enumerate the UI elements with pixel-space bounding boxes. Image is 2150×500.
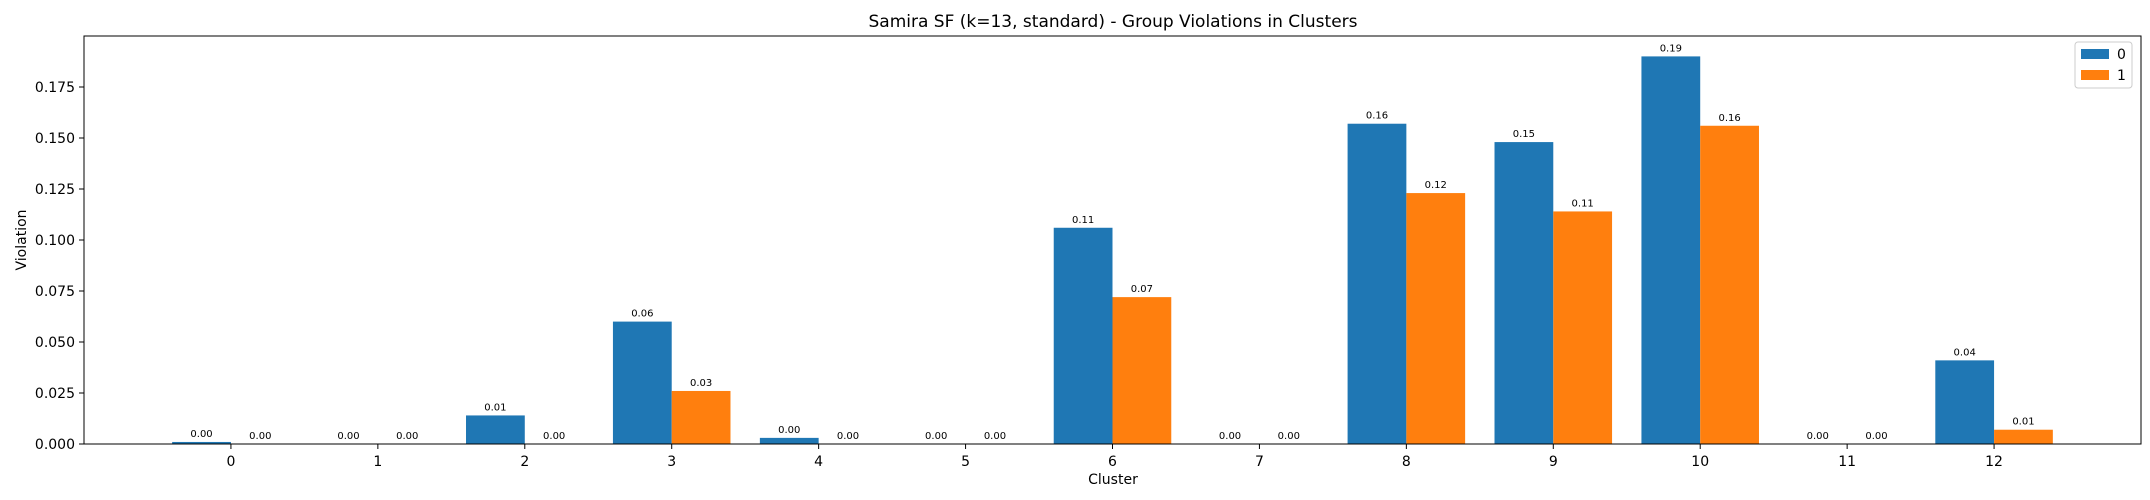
bar-value-label: 0.00 [396,431,418,442]
y-tick-label: 0.000 [35,437,75,453]
bar-value-label: 0.11 [1572,198,1594,209]
bar [1935,360,1995,444]
bar-value-label: 0.00 [543,431,565,442]
bar [1994,429,2053,444]
bar [466,415,525,444]
bar-value-label: 0.00 [778,425,800,436]
bar-value-label: 0.00 [249,431,271,442]
bar-value-label: 0.15 [1513,129,1535,140]
x-tick-label: 0 [226,454,235,470]
x-tick-label: 12 [1985,454,2003,470]
x-tick-label: 6 [1108,454,1117,470]
bar [612,321,672,444]
bar-value-label: 0.00 [1865,431,1887,442]
x-tick-label: 3 [667,454,676,470]
bar [1347,123,1407,444]
bar-value-label: 0.16 [1718,113,1740,124]
bar-value-label: 0.12 [1425,180,1447,191]
y-tick-label: 0.150 [35,131,75,147]
bar [1641,56,1701,445]
bar-value-label: 0.19 [1660,43,1682,54]
bar [759,437,819,444]
x-tick-label: 10 [1691,454,1709,470]
bar-value-label: 0.00 [337,431,359,442]
plot-area: 0.00 0.00 0.01 0.06 0.00 0.00 0.11 0.00 0.16 0.15… [35,35,2142,453]
y-tick-label: 0.175 [35,80,75,96]
legend-swatch [2081,70,2109,80]
y-tick-label: 0.050 [35,335,75,351]
bar [1406,193,1466,444]
x-tick-label: 2 [520,454,529,470]
bar [1494,142,1554,444]
bar-value-label: 0.01 [484,402,506,413]
legend-label: 0 [2117,47,2126,63]
bar-value-label: 0.01 [2012,417,2034,428]
bar [1053,227,1113,444]
chart-title: Samira SF (k=13, standard) - Group Viola… [868,12,1357,32]
x-tick-label: 4 [814,454,823,470]
bar-value-label: 0.00 [1219,431,1241,442]
x-tick-label: 1 [373,454,382,470]
y-tick-label: 0.125 [35,182,75,198]
bar [1112,297,1172,444]
bar-value-label: 0.00 [1278,431,1300,442]
x-tick-label: 11 [1838,454,1856,470]
x-tick-label: 9 [1549,454,1558,470]
y-tick-label: 0.075 [35,284,75,300]
bar-value-label: 0.04 [1954,347,1976,358]
y-tick-label: 0.025 [35,386,75,402]
bar-value-label: 0.00 [1807,431,1829,442]
legend: 01 [2074,41,2133,89]
x-tick-label: 7 [1255,454,1264,470]
bar-value-label: 0.00 [984,431,1006,442]
bar-value-label: 0.11 [1072,215,1094,226]
legend-label: 1 [2117,68,2126,84]
bar-value-label: 0.16 [1366,111,1388,122]
x-axis-title: Cluster [1088,472,1138,488]
bar [671,390,731,444]
y-tick-label: 0.100 [35,233,75,249]
bar [172,441,231,444]
bar-value-label: 0.06 [631,309,653,320]
bar [1553,211,1613,444]
y-axis-title: Violation [14,209,30,270]
bar-value-label: 0.03 [690,378,712,389]
bar-value-label: 0.00 [925,431,947,442]
bar-value-label: 0.00 [190,429,212,440]
legend-swatch [2081,49,2109,59]
bar-value-label: 0.00 [837,431,859,442]
x-tick-label: 5 [961,454,970,470]
bar [1700,125,1759,444]
bar-value-label: 0.07 [1131,284,1153,295]
x-tick-label: 8 [1402,454,1411,470]
